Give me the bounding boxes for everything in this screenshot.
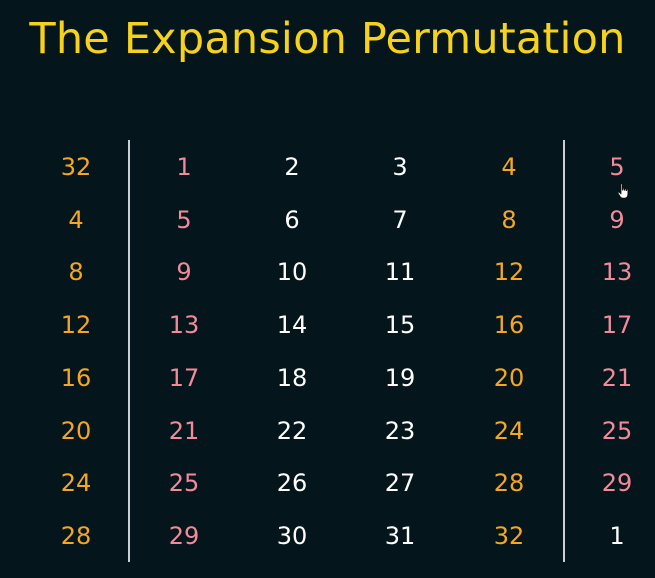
table-cell: 22: [276, 416, 308, 445]
table-cell: 23: [384, 416, 416, 445]
table-cell: 32: [493, 521, 525, 550]
table-cell: 29: [601, 469, 633, 498]
table-cell: 20: [60, 416, 92, 445]
table-cell: 20: [493, 363, 525, 392]
table-cell: 10: [276, 258, 308, 287]
table-cell: 26: [276, 469, 308, 498]
table-cell: 18: [276, 363, 308, 392]
table-cell: 9: [176, 258, 192, 287]
table-cell: 24: [493, 416, 525, 445]
table-cell: 31: [384, 521, 416, 550]
table-cell: 16: [60, 363, 92, 392]
table-cell: 28: [493, 469, 525, 498]
table-cell: 12: [493, 258, 525, 287]
table-cell: 17: [601, 311, 633, 340]
table-cell: 30: [276, 521, 308, 550]
table-cell: 21: [168, 416, 200, 445]
table-cell: 4: [501, 153, 517, 181]
table-cell: 17: [168, 363, 200, 392]
table-cell: 24: [60, 469, 92, 498]
table-cell: 4: [68, 205, 84, 234]
table-cell: 32: [60, 153, 92, 181]
table-cell: 5: [176, 205, 192, 234]
table-cell: 9: [609, 205, 625, 234]
table-cell: 12: [60, 311, 92, 340]
hand-pointer-icon: [617, 183, 629, 199]
table-cell: 1: [609, 521, 625, 550]
table-cell: 16: [493, 311, 525, 340]
table-cell: 7: [392, 205, 408, 234]
page-title: The Expansion Permutation: [29, 14, 626, 64]
left-divider: [128, 140, 130, 562]
table-cell: 11: [384, 258, 416, 287]
table-cell: 19: [384, 363, 416, 392]
table-cell: 25: [601, 416, 633, 445]
table-cell: 3: [392, 153, 408, 181]
table-cell: 1: [176, 153, 192, 181]
table-cell: 13: [601, 258, 633, 287]
table-cell: 25: [168, 469, 200, 498]
table-cell: 29: [168, 521, 200, 550]
table-cell: 27: [384, 469, 416, 498]
table-cell: 8: [68, 258, 84, 287]
right-divider: [563, 140, 565, 562]
table-cell: 6: [284, 205, 300, 234]
table-cell: 2: [284, 153, 300, 181]
table-cell: 8: [501, 205, 517, 234]
table-cell: 21: [601, 363, 633, 392]
table-cell: 5: [609, 153, 625, 181]
table-cell: 14: [276, 311, 308, 340]
table-cell: 28: [60, 521, 92, 550]
table-cell: 15: [384, 311, 416, 340]
table-cell: 13: [168, 311, 200, 340]
